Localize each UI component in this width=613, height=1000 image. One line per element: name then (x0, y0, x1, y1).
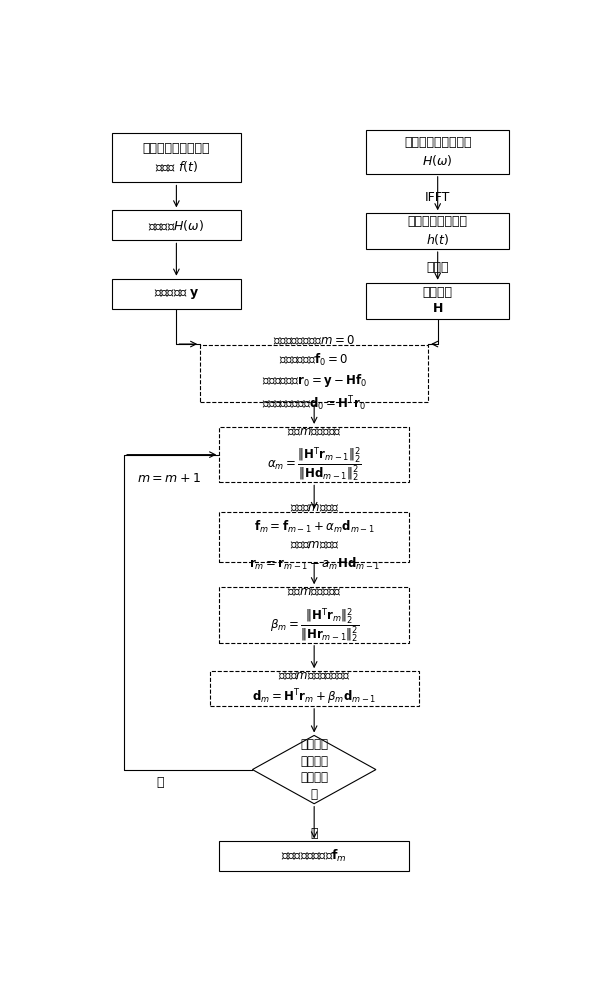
Text: $m=m+1$: $m=m+1$ (137, 472, 201, 485)
Text: IFFT: IFFT (425, 191, 451, 204)
Text: 传递矩阵
$\mathbf{H}$: 传递矩阵 $\mathbf{H}$ (423, 286, 452, 315)
Text: 是: 是 (310, 827, 318, 840)
FancyBboxPatch shape (367, 283, 509, 319)
Text: 否: 否 (156, 776, 164, 789)
FancyBboxPatch shape (200, 345, 428, 402)
Polygon shape (253, 735, 376, 804)
Text: 风机叶片$H(\omega)$: 风机叶片$H(\omega)$ (148, 218, 204, 233)
Text: 解卷积: 解卷积 (427, 261, 449, 274)
Text: 计算$m$步迭代步长
$\alpha_m=\dfrac{\|\mathbf{H}^\mathrm{T}\mathbf{r}_{m-1}\|_2^2}{\|\ma: 计算$m$步迭代步长 $\alpha_m=\dfrac{\|\mathbf{H}… (267, 425, 362, 484)
FancyBboxPatch shape (219, 427, 409, 482)
FancyBboxPatch shape (112, 133, 240, 182)
Text: 单位脉冲响应函数
$h(t)$: 单位脉冲响应函数 $h(t)$ (408, 215, 468, 247)
Text: 是否满足
启发式迭
代终止准
则: 是否满足 启发式迭 代终止准 则 (300, 738, 328, 801)
Text: 正则化的冲击载荷$\mathbf{f}_m$: 正则化的冲击载荷$\mathbf{f}_m$ (281, 848, 347, 864)
Text: 作用于风机叶片的冲
击载荷 $f(t)$: 作用于风机叶片的冲 击载荷 $f(t)$ (143, 142, 210, 174)
Text: 更新第$m$步迭代搜索方向
$\mathbf{d}_m=\mathbf{H}^\mathrm{T}\mathbf{r}_m+\beta_m\mathbf{d}_: 更新第$m$步迭代搜索方向 $\mathbf{d}_m=\mathbf{H}^\… (252, 670, 376, 707)
FancyBboxPatch shape (210, 671, 419, 706)
Text: 初始化迭代步数：$m=0$
初始化载荷：$\mathbf{f}_0=0$
初始化残差：$\mathbf{r}_0=\mathbf{y}-\mathbf{H}\m: 初始化迭代步数：$m=0$ 初始化载荷：$\mathbf{f}_0=0$ 初始化… (262, 334, 367, 413)
FancyBboxPatch shape (367, 130, 509, 174)
Text: 更新第$m$步载荷
$\mathbf{f}_m=\mathbf{f}_{m-1}+\alpha_m\mathbf{d}_{m-1}$
更新第$m$步残差
$\m: 更新第$m$步载荷 $\mathbf{f}_m=\mathbf{f}_{m-1}… (248, 502, 380, 572)
FancyBboxPatch shape (219, 587, 409, 643)
Text: 计算$m$步共轭系数
$\beta_m=\dfrac{\|\mathbf{H}^\mathrm{T}\mathbf{r}_m\|_2^2}{\|\mathbf{: 计算$m$步共轭系数 $\beta_m=\dfrac{\|\mathbf{H}^… (270, 585, 359, 645)
FancyBboxPatch shape (367, 213, 509, 249)
Text: 锤击法测量频响函数
$H(\omega)$: 锤击法测量频响函数 $H(\omega)$ (404, 136, 471, 168)
Text: 加速度响应 $\mathbf{y}$: 加速度响应 $\mathbf{y}$ (154, 287, 199, 301)
FancyBboxPatch shape (219, 512, 409, 562)
FancyBboxPatch shape (112, 279, 240, 309)
FancyBboxPatch shape (219, 841, 409, 871)
FancyBboxPatch shape (112, 210, 240, 240)
